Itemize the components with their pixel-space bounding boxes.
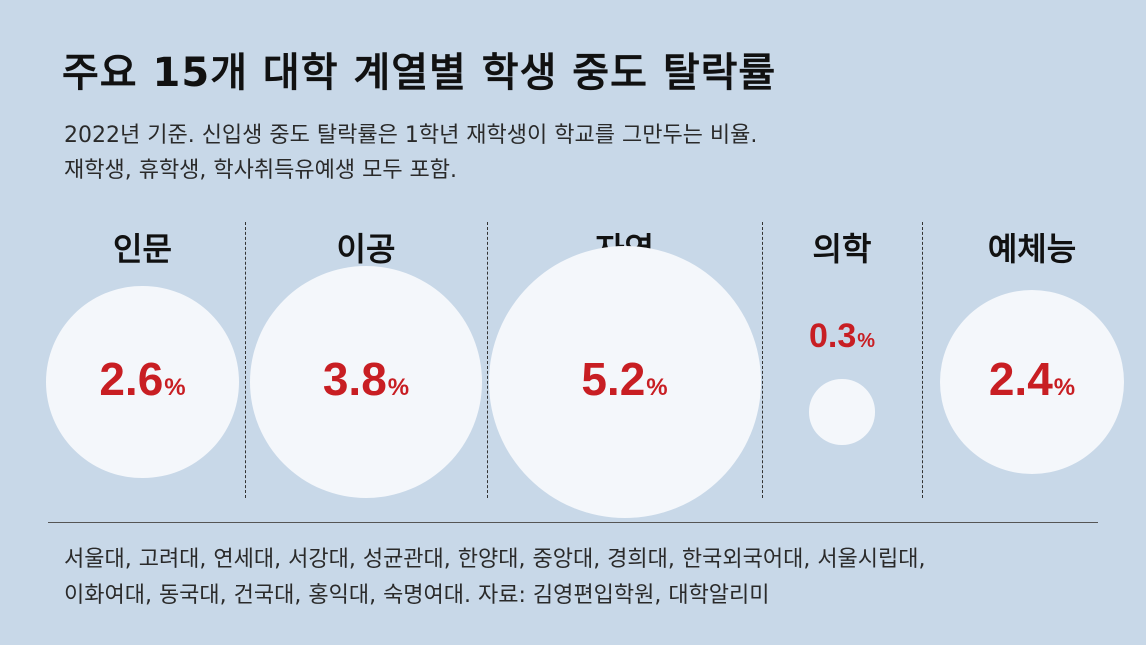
chart-title: 주요 15개 대학 계열별 학생 중도 탈락률 — [62, 50, 777, 96]
category-label: 인문 — [113, 230, 172, 268]
value-label: 0.3% — [762, 317, 922, 356]
subtitle-line-2: 재학생, 휴학생, 학사취득유예생 모두 포함. — [64, 158, 458, 183]
percent-sign: % — [387, 374, 410, 401]
category-column: 예체능 2.4% — [922, 210, 1142, 500]
source-note: 서울대, 고려대, 연세대, 서강대, 성균관대, 한양대, 중앙대, 경희대,… — [64, 542, 926, 614]
value-number: 2.4 — [988, 353, 1053, 405]
category-label: 이공 — [336, 230, 396, 268]
category-column: 인문 2.6% — [40, 210, 245, 500]
value-bubble — [939, 289, 1125, 475]
category-label: 예체능 — [987, 230, 1077, 268]
category-column: 의학 0.3% — [762, 210, 922, 500]
value-bubble — [249, 265, 483, 499]
footer-divider — [48, 522, 1098, 523]
column-divider — [922, 222, 923, 498]
percent-sign: % — [646, 374, 668, 401]
subtitle-line-1: 2022년 기준. 신입생 중도 탈락률은 1학년 재학생이 학교를 그만두는 … — [64, 123, 758, 148]
category-column: 이공 3.8% — [245, 210, 487, 500]
percent-sign: % — [164, 374, 186, 401]
value-bubble — [809, 379, 875, 445]
value-bubble — [46, 285, 239, 479]
source-line-1: 서울대, 고려대, 연세대, 서강대, 성균관대, 한양대, 중앙대, 경희대,… — [64, 547, 926, 572]
chart-subtitle: 2022년 기준. 신입생 중도 탈락률은 1학년 재학생이 학교를 그만두는 … — [64, 118, 757, 188]
value-label: 2.6% — [40, 352, 245, 406]
source-line-2: 이화여대, 동국대, 건국대, 홍익대, 숙명여대. 자료: 김영편입학원, 대… — [64, 583, 770, 608]
value-number: 0.3 — [808, 317, 857, 356]
value-label: 5.2% — [487, 352, 762, 406]
column-divider — [487, 222, 488, 498]
value-bubble — [488, 246, 761, 518]
value-number: 3.8 — [322, 353, 387, 405]
percent-sign: % — [1053, 374, 1076, 401]
percent-sign: % — [857, 330, 876, 353]
value-label: 3.8% — [245, 352, 487, 406]
value-number: 2.6 — [99, 353, 164, 405]
category-label: 의학 — [812, 230, 872, 268]
column-divider — [762, 222, 763, 498]
value-number: 5.2 — [581, 353, 646, 405]
category-column: 자연5.2% — [487, 210, 762, 518]
column-divider — [245, 222, 246, 498]
value-label: 2.4% — [922, 352, 1142, 406]
